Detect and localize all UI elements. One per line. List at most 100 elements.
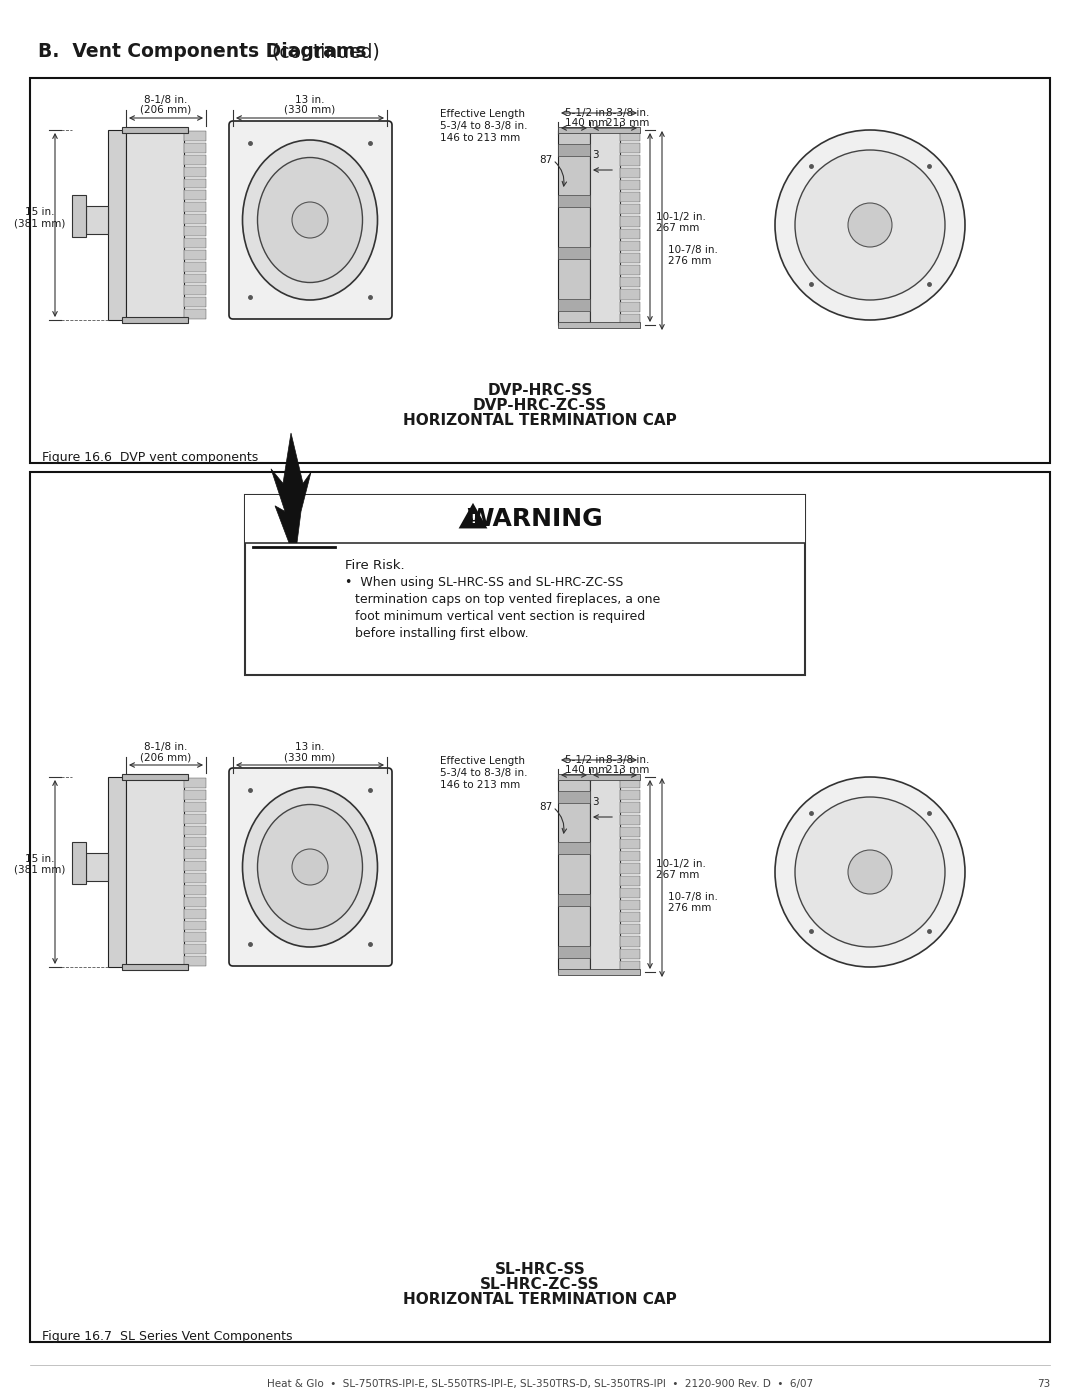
Text: Figure 16.7  SL Series Vent Components: Figure 16.7 SL Series Vent Components — [42, 1330, 293, 1343]
Bar — [72, 842, 86, 884]
Text: Fire Risk.: Fire Risk. — [345, 559, 405, 571]
Bar — [620, 229, 640, 239]
Text: 8-3/8 in.: 8-3/8 in. — [606, 108, 650, 117]
Text: before installing first elbow.: before installing first elbow. — [355, 627, 528, 640]
Text: 5-1/2 in.: 5-1/2 in. — [565, 108, 609, 117]
Circle shape — [795, 149, 945, 300]
Bar — [184, 873, 206, 883]
Bar — [184, 802, 206, 812]
Polygon shape — [460, 504, 486, 528]
Bar — [558, 777, 590, 972]
Text: 267 mm: 267 mm — [656, 224, 700, 233]
Bar — [184, 932, 206, 942]
Bar — [72, 196, 86, 237]
Bar — [558, 970, 640, 975]
Text: (330 mm): (330 mm) — [284, 752, 336, 761]
Bar — [126, 130, 184, 320]
Bar — [620, 925, 640, 935]
Text: HORIZONTAL TERMINATION CAP: HORIZONTAL TERMINATION CAP — [403, 1292, 677, 1308]
Text: 15 in.: 15 in. — [25, 207, 55, 217]
Bar — [620, 876, 640, 886]
Text: 140 mm: 140 mm — [565, 117, 609, 129]
Bar — [620, 217, 640, 226]
Text: SL-HRC-SS: SL-HRC-SS — [495, 1261, 585, 1277]
Text: 10-7/8 in.: 10-7/8 in. — [669, 893, 718, 902]
Text: 146 to 213 mm: 146 to 213 mm — [440, 780, 521, 789]
Text: HORIZONTAL TERMINATION CAP: HORIZONTAL TERMINATION CAP — [403, 414, 677, 427]
Bar — [122, 317, 188, 323]
Text: (206 mm): (206 mm) — [140, 105, 191, 115]
Text: Effective Length: Effective Length — [440, 109, 525, 119]
Bar — [620, 863, 640, 873]
Bar — [620, 204, 640, 214]
Text: 87: 87 — [540, 802, 553, 812]
Text: 10-7/8 in.: 10-7/8 in. — [669, 244, 718, 256]
Bar — [620, 900, 640, 909]
Bar — [620, 840, 640, 849]
Text: B.  Vent Components Diagrams: B. Vent Components Diagrams — [38, 42, 366, 61]
Bar — [620, 814, 640, 824]
Text: 8-3/8 in.: 8-3/8 in. — [606, 754, 650, 766]
FancyBboxPatch shape — [229, 122, 392, 319]
Bar — [558, 196, 590, 207]
Bar — [620, 778, 640, 788]
Bar — [620, 253, 640, 263]
Bar — [184, 956, 206, 965]
Bar — [620, 791, 640, 800]
Bar — [558, 946, 590, 958]
Bar — [184, 826, 206, 835]
Bar — [590, 777, 620, 972]
Bar — [245, 495, 805, 543]
Circle shape — [848, 849, 892, 894]
Bar — [620, 949, 640, 958]
Bar — [184, 274, 206, 284]
Ellipse shape — [243, 140, 378, 300]
Text: 3: 3 — [592, 149, 598, 161]
Bar — [558, 321, 640, 328]
Text: 8-1/8 in.: 8-1/8 in. — [145, 95, 188, 105]
Text: Figure 16.6  DVP vent components: Figure 16.6 DVP vent components — [42, 451, 258, 464]
Bar — [184, 944, 206, 954]
Bar — [184, 261, 206, 271]
Ellipse shape — [257, 805, 363, 929]
Text: 213 mm: 213 mm — [606, 766, 650, 775]
Bar — [620, 936, 640, 947]
Bar — [620, 240, 640, 251]
Text: 73: 73 — [1037, 1379, 1050, 1389]
Circle shape — [795, 798, 945, 947]
Bar — [184, 921, 206, 930]
Text: 213 mm: 213 mm — [606, 117, 650, 129]
Text: SL-HRC-ZC-SS: SL-HRC-ZC-SS — [481, 1277, 599, 1292]
Bar — [184, 908, 206, 918]
Text: !: ! — [470, 513, 476, 527]
Bar — [620, 302, 640, 312]
Text: 5-3/4 to 8-3/8 in.: 5-3/4 to 8-3/8 in. — [440, 122, 527, 131]
Bar — [122, 964, 188, 970]
Bar — [184, 250, 206, 260]
Text: •  When using SL-HRC-SS and SL-HRC-ZC-SS: • When using SL-HRC-SS and SL-HRC-ZC-SS — [345, 576, 623, 590]
Bar — [184, 179, 206, 189]
Bar — [30, 78, 1050, 462]
Bar — [184, 837, 206, 847]
Bar — [184, 285, 206, 295]
Text: Effective Length: Effective Length — [440, 756, 525, 766]
Text: WARNING: WARNING — [467, 507, 604, 531]
Bar — [30, 472, 1050, 1343]
Bar — [620, 802, 640, 813]
Text: 13 in.: 13 in. — [295, 742, 325, 752]
Bar — [184, 884, 206, 894]
Text: DVP-HRC-ZC-SS: DVP-HRC-ZC-SS — [473, 398, 607, 414]
Bar — [620, 851, 640, 862]
Bar — [184, 849, 206, 859]
Text: 276 mm: 276 mm — [669, 256, 712, 265]
Bar — [184, 897, 206, 907]
Text: Heat & Glo  •  SL-750TRS-IPI-E, SL-550TRS-IPI-E, SL-350TRS-D, SL-350TRS-IPI  •  : Heat & Glo • SL-750TRS-IPI-E, SL-550TRS-… — [267, 1379, 813, 1389]
Text: foot minimum vertical vent section is required: foot minimum vertical vent section is re… — [355, 610, 645, 623]
Text: 87: 87 — [540, 155, 553, 165]
Circle shape — [848, 203, 892, 247]
Bar — [558, 299, 590, 312]
Bar — [184, 214, 206, 224]
Bar — [184, 203, 206, 212]
Bar — [184, 298, 206, 307]
Text: 267 mm: 267 mm — [656, 870, 700, 880]
